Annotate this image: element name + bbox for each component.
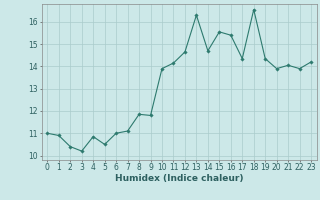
X-axis label: Humidex (Indice chaleur): Humidex (Indice chaleur) xyxy=(115,174,244,183)
